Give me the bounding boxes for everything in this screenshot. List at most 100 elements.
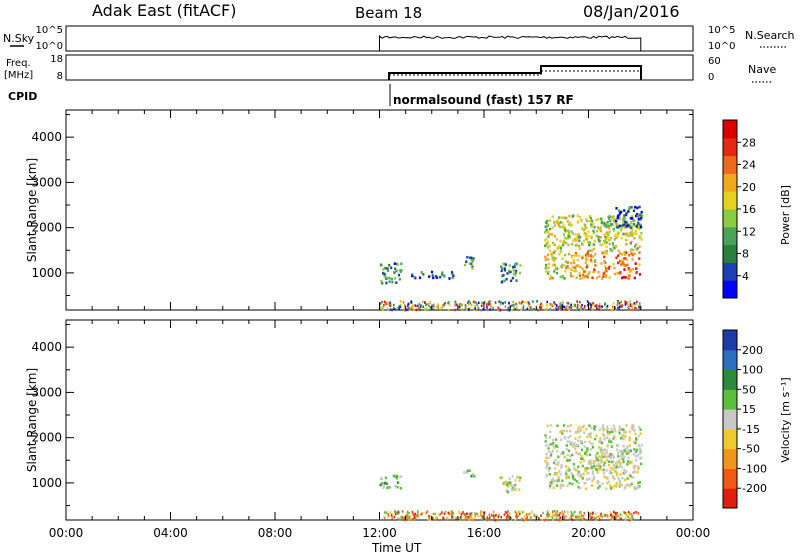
- range-tick-label: 1000: [31, 476, 62, 490]
- velocity-echo: [598, 428, 601, 432]
- velocity-echo: [555, 517, 558, 520]
- power-echo: [555, 237, 558, 241]
- power-echo: [616, 235, 619, 238]
- colorbar-swatch: [723, 209, 737, 228]
- power-echo: [432, 307, 435, 310]
- power-echo: [622, 276, 625, 279]
- velocity-echo: [480, 510, 482, 513]
- power-echo: [572, 258, 575, 262]
- power-echo: [411, 304, 414, 308]
- power-echo: [623, 214, 626, 217]
- power-echo: [420, 271, 423, 274]
- velocity-echo: [549, 424, 552, 427]
- velocity-echo: [577, 515, 579, 519]
- velocity-echo: [593, 476, 596, 480]
- power-echo: [565, 266, 568, 270]
- power-echo: [621, 253, 624, 256]
- velocity-echo: [633, 467, 636, 470]
- velocity-echo: [589, 448, 592, 451]
- power-echo: [608, 238, 611, 242]
- power-echo: [632, 219, 635, 222]
- power-echo: [551, 226, 554, 230]
- power-echo: [639, 302, 641, 305]
- freq-frame: [65, 54, 694, 81]
- power-echo: [631, 228, 634, 232]
- velocity-echo: [577, 465, 580, 469]
- power-echo: [576, 300, 578, 303]
- power-echo: [526, 300, 528, 304]
- power-echo: [625, 302, 628, 305]
- velocity-echo: [554, 467, 557, 470]
- velocity-echo: [619, 517, 621, 520]
- power-echo: [570, 255, 574, 259]
- power-echo: [561, 257, 564, 260]
- power-echo: [485, 303, 488, 306]
- velocity-echo: [632, 452, 635, 456]
- velocity-echo: [544, 460, 547, 463]
- velocity-echo: [610, 440, 613, 443]
- power-echo: [556, 245, 559, 249]
- velocity-echo: [551, 477, 555, 481]
- velocity-echo: [635, 448, 639, 452]
- velocity-echo: [487, 517, 490, 521]
- power-echo: [590, 303, 592, 306]
- power-echo: [487, 303, 490, 306]
- power-echo: [618, 213, 621, 217]
- velocity-echo: [569, 454, 572, 458]
- velocity-echo: [609, 484, 612, 487]
- velocity-echo: [409, 514, 411, 518]
- velocity-echo: [637, 434, 640, 438]
- velocity-echo: [612, 475, 615, 478]
- power-echo: [590, 306, 592, 309]
- power-echo: [585, 218, 588, 221]
- power-echo: [608, 226, 611, 230]
- power-echo: [464, 304, 467, 307]
- power-echo: [592, 243, 595, 246]
- power-echo: [547, 258, 550, 261]
- power-echo: [565, 229, 568, 233]
- power-echo: [613, 238, 616, 241]
- colorbar-tick-label: -100: [742, 462, 767, 475]
- range-tick-label: 2000: [31, 221, 62, 235]
- power-echo: [624, 251, 628, 254]
- power-echo: [550, 252, 553, 256]
- velocity-echo: [560, 465, 563, 469]
- velocity-echo: [600, 455, 603, 459]
- power-echo: [591, 223, 595, 226]
- power-echo: [393, 303, 395, 307]
- velocity-echo: [573, 512, 575, 515]
- velocity-echo: [574, 437, 577, 440]
- velocity-echo: [610, 460, 613, 464]
- power-echo: [603, 270, 607, 273]
- power-echo: [605, 251, 608, 255]
- power-echo: [508, 270, 511, 274]
- power-echo: [448, 277, 451, 280]
- velocity-echo: [507, 510, 509, 513]
- power-echo: [389, 301, 392, 305]
- colorbar-swatch: [723, 488, 737, 509]
- power-echo: [622, 262, 625, 265]
- power-echo: [596, 276, 599, 280]
- velocity-echo: [639, 428, 642, 431]
- velocity-echo: [545, 456, 548, 460]
- velocity-echo: [586, 447, 589, 450]
- velocity-echo: [567, 449, 570, 453]
- power-echo: [437, 303, 439, 306]
- power-echo: [574, 266, 577, 270]
- power-echo: [418, 302, 421, 306]
- velocity-echo: [545, 444, 548, 447]
- velocity-echo: [565, 444, 568, 447]
- colorbar-tick-label: -15: [742, 423, 760, 436]
- velocity-echo: [592, 460, 595, 463]
- velocity-echo: [406, 514, 409, 517]
- power-echo: [608, 217, 611, 220]
- velocity-echo: [514, 510, 517, 514]
- velocity-echo: [586, 478, 589, 481]
- velocity-echo: [511, 475, 514, 478]
- power-echo: [546, 300, 548, 304]
- velocity-echo: [631, 516, 634, 519]
- velocity-echo: [447, 511, 450, 515]
- velocity-echo: [574, 431, 577, 434]
- velocity-echo: [628, 462, 631, 465]
- power-echo: [544, 239, 547, 242]
